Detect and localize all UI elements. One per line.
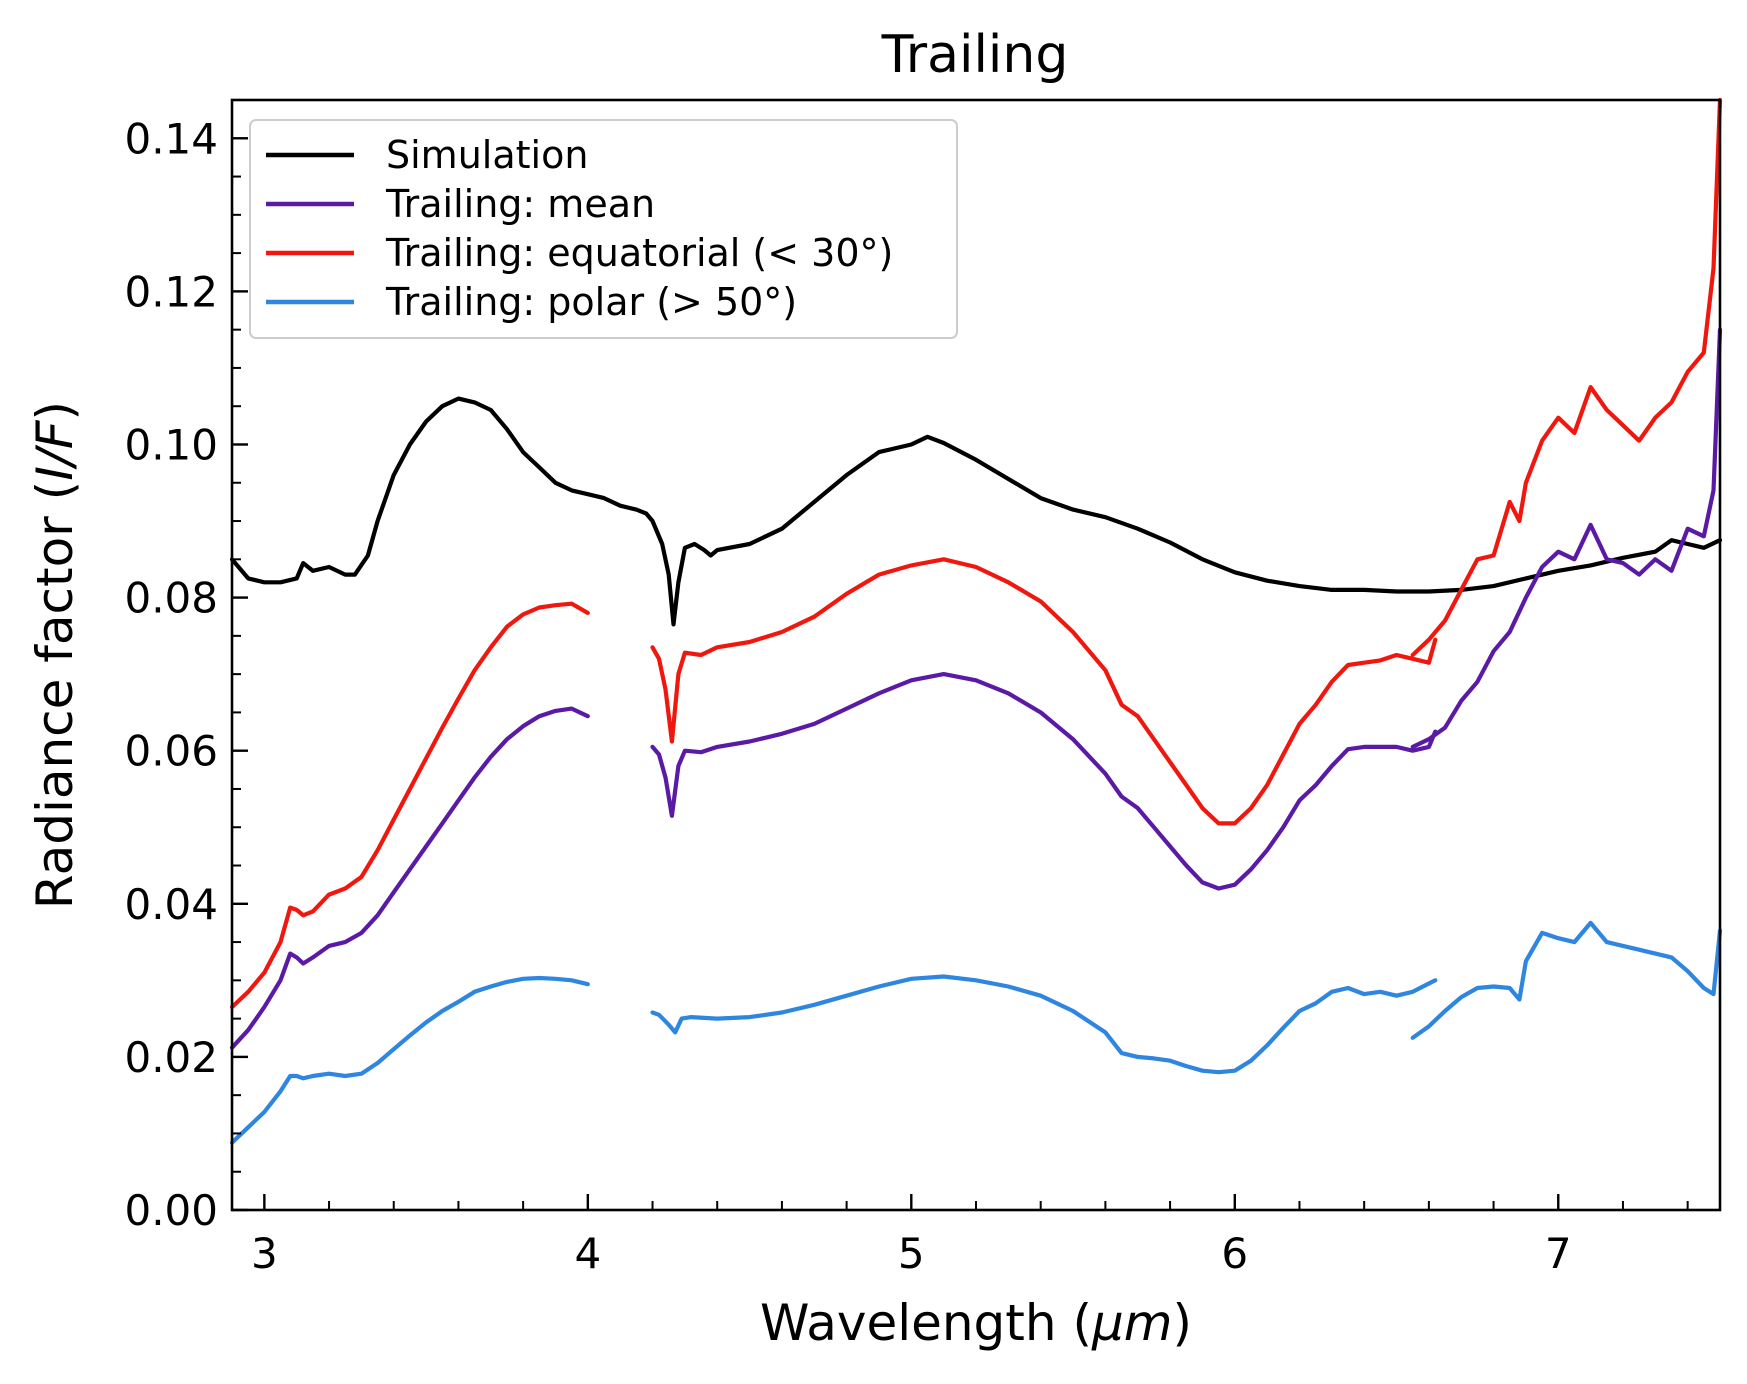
legend-box [249, 119, 958, 339]
y-tick-label: 0.12 [124, 267, 218, 316]
x-tick-label: 6 [1221, 1229, 1248, 1278]
x-tick-label: 3 [251, 1229, 278, 1278]
x-axis-label: Wavelength (μm) [760, 1294, 1192, 1352]
x-axis-label-unit: μm [1091, 1294, 1173, 1352]
legend: Simulation Trailing: mean Trailing: equato… [249, 119, 958, 339]
series-line-trailing-mean-segment-1 [229, 706, 590, 1050]
x-tick-label: 7 [1545, 1229, 1572, 1278]
series-line-trailing-polar-50-segment-1 [229, 975, 590, 1145]
y-axis-label-italic: I/F [26, 419, 84, 481]
series-line-trailing-polar-50-segment-3 [1410, 920, 1723, 1040]
series-line-trailing-mean-segment-3 [1410, 327, 1723, 749]
x-axis: 3 4 5 6 7 [251, 1194, 1689, 1278]
series-line-trailing-polar-50-segment-2 [650, 974, 1438, 1075]
legend-entry: Trailing: equatorial (< 30°) [385, 231, 893, 275]
series-line-trailing-equatorial-30-segment-3 [1410, 97, 1723, 658]
y-tick-label: 0.08 [124, 574, 218, 623]
y-axis-label: Radiance factor (I/F) [26, 401, 84, 909]
series-layer [229, 97, 1723, 1145]
series-line-trailing-mean-segment-2 [650, 672, 1438, 891]
series-line-trailing-equatorial-30-segment-2 [650, 557, 1438, 826]
y-axis-label-prefix: Radiance factor ( [26, 481, 84, 909]
y-axis-label-suffix: ) [26, 401, 84, 421]
y-tick-label: 0.00 [124, 1186, 218, 1235]
y-axis: 0.00 0.02 0.04 0.06 0.08 0.10 0.12 0.14 [124, 114, 248, 1235]
x-tick-label: 5 [898, 1229, 925, 1278]
legend-entry: Trailing: polar (> 50°) [385, 280, 797, 324]
y-tick-label: 0.14 [124, 114, 218, 163]
legend-entry: Simulation [386, 133, 588, 177]
series-line-trailing-equatorial-30-segment-1 [229, 601, 590, 1010]
x-axis-label-prefix: Wavelength ( [760, 1294, 1092, 1352]
y-tick-label: 0.10 [124, 420, 218, 469]
x-axis-label-suffix: ) [1173, 1294, 1193, 1352]
y-tick-label: 0.02 [124, 1033, 218, 1082]
chart-title: Trailing [881, 25, 1069, 85]
y-tick-label: 0.06 [124, 727, 218, 776]
y-tick-label: 0.04 [124, 880, 218, 929]
legend-entry: Trailing: mean [385, 182, 655, 226]
series-line-simulation-segment-1 [229, 396, 1723, 627]
x-tick-label: 4 [574, 1229, 601, 1278]
